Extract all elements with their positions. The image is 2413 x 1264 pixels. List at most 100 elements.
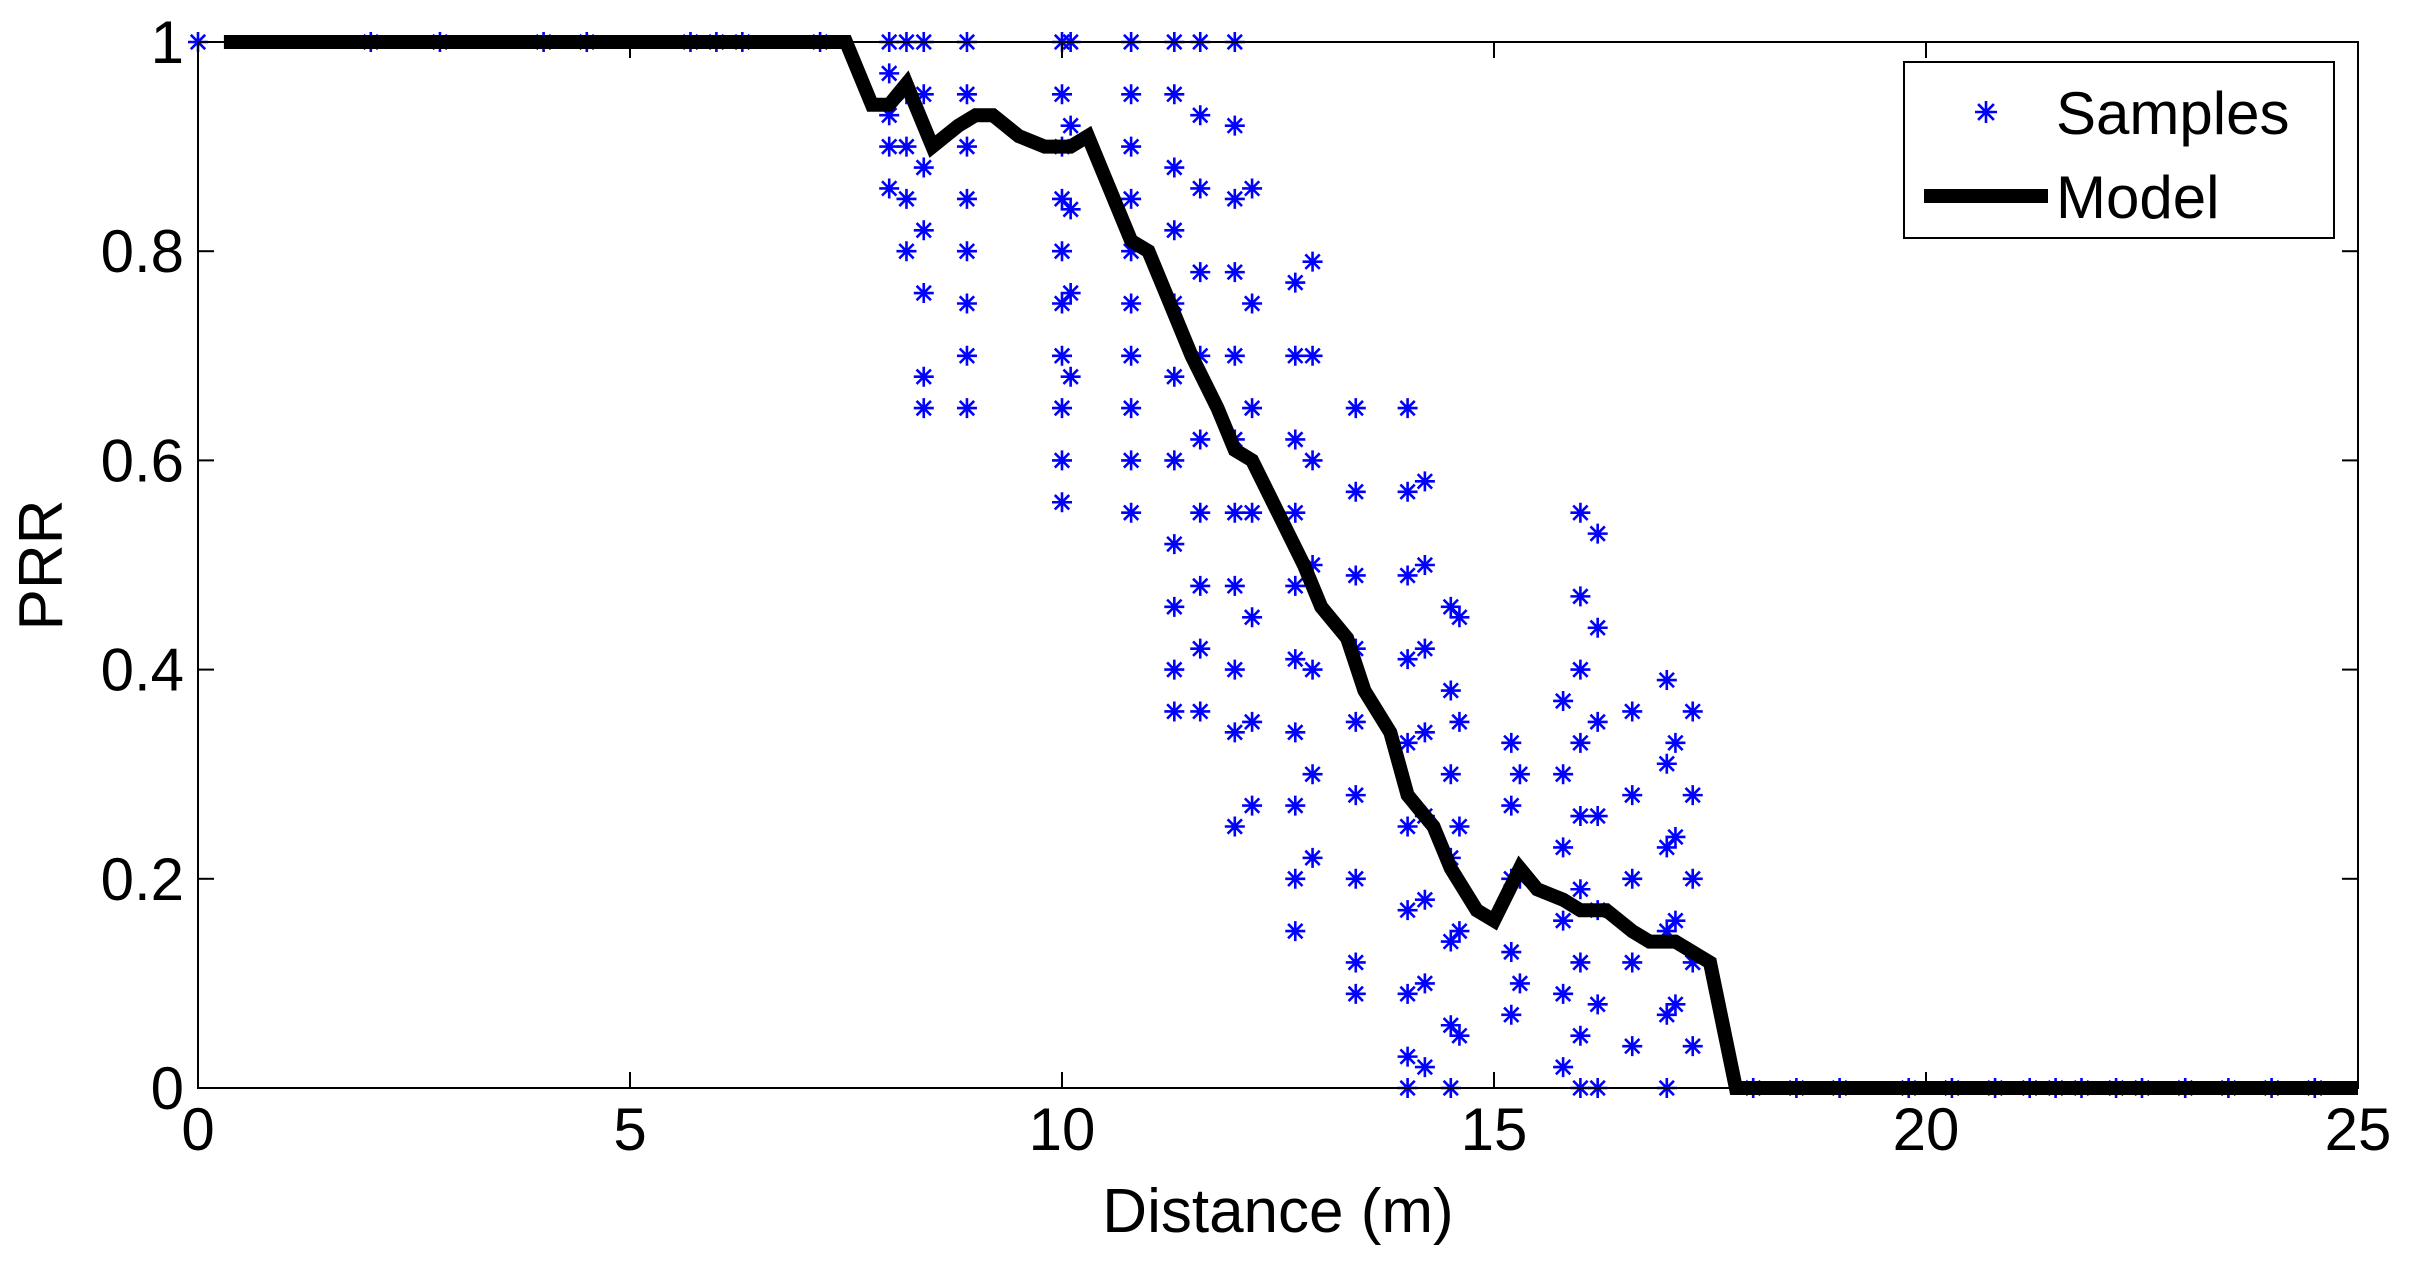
sample-point: [1121, 450, 1142, 471]
sample-point: [956, 241, 977, 262]
sample-point: [1302, 555, 1323, 575]
sample-point: [1224, 502, 1245, 523]
x-tick-label: 5: [613, 1096, 646, 1163]
sample-point: [1285, 345, 1306, 366]
sample-point: [1345, 711, 1366, 732]
sample-point: [1449, 1025, 1470, 1046]
sample-point: [896, 136, 917, 157]
sample-point: [1242, 178, 1263, 199]
y-tick-label: 0.4: [101, 637, 184, 704]
sample-point: [1397, 1046, 1418, 1067]
sample-point: [1414, 1057, 1435, 1078]
x-axis-title: Distance (m): [1102, 1177, 1453, 1246]
sample-point: [1553, 910, 1574, 931]
sample-point: [1285, 429, 1306, 450]
sample-point: [1553, 764, 1574, 785]
sample-point: [1509, 973, 1530, 994]
sample-point: [1052, 241, 1072, 262]
sample-point: [1587, 806, 1608, 827]
sample-point: [1242, 711, 1263, 732]
sample-point: [1242, 398, 1263, 419]
sample-point: [1656, 1004, 1677, 1025]
sample-point: [1397, 983, 1418, 1004]
sample-point: [1553, 983, 1574, 1004]
sample-point: [1656, 921, 1677, 942]
sample-point: [879, 63, 900, 84]
x-tick-label: 0: [181, 1096, 214, 1163]
sample-point: [1665, 994, 1686, 1015]
sample-point: [1121, 188, 1142, 209]
sample-point: [1570, 586, 1591, 607]
sample-point: [1397, 649, 1418, 670]
legend-label-samples: Samples: [2056, 80, 2289, 147]
sample-point: [1052, 84, 1072, 105]
sample-point: [1121, 398, 1142, 419]
sample-point: [1414, 471, 1435, 492]
y-axis-title: PRR: [7, 500, 76, 631]
sample-point: [1164, 534, 1185, 555]
sample-point: [1397, 565, 1418, 586]
sample-point: [1414, 555, 1435, 575]
sample-point: [1164, 596, 1185, 617]
sample-point: [1052, 345, 1072, 366]
sample-point: [1440, 1015, 1461, 1036]
sample-point: [1570, 806, 1591, 827]
sample-point: [1397, 398, 1418, 419]
sample-point: [1345, 868, 1366, 889]
x-tick-label: 20: [1893, 1096, 1960, 1163]
sample-point: [1224, 722, 1245, 743]
sample-point: [1570, 732, 1591, 753]
sample-point: [1121, 502, 1142, 523]
sample-point: [1345, 983, 1366, 1004]
sample-point: [1164, 366, 1185, 387]
sample-point: [1224, 115, 1245, 136]
x-tick-label: 15: [1461, 1096, 1528, 1163]
sample-point: [1052, 398, 1072, 419]
y-tick-label: 1: [151, 9, 184, 76]
sample-point: [1302, 847, 1323, 868]
sample-point: [1656, 753, 1677, 774]
sample-point: [956, 136, 977, 157]
sample-point: [1121, 241, 1142, 262]
sample-point: [1345, 952, 1366, 973]
plot-area-frame: [197, 41, 2359, 1089]
sample-point: [1285, 649, 1306, 670]
sample-point: [1164, 220, 1185, 241]
sample-point: [879, 178, 900, 199]
sample-point: [1302, 345, 1323, 366]
sample-point: [1285, 868, 1306, 889]
sample-point: [913, 398, 934, 419]
sample-point: [1553, 690, 1574, 711]
sample-point: [896, 241, 917, 262]
sample-point: [1414, 638, 1435, 659]
sample-point: [1285, 502, 1306, 523]
sample-point: [1052, 450, 1072, 471]
legend-samples-asterisk: [1975, 101, 1997, 123]
sample-point: [879, 105, 900, 126]
sample-point: [1682, 785, 1703, 806]
sample-point: [1285, 795, 1306, 816]
sample-point: [1622, 868, 1643, 889]
sample-point: [1121, 84, 1142, 105]
sample-point: [1242, 293, 1263, 314]
legend-box: [1903, 61, 2335, 239]
sample-point: [1570, 502, 1591, 523]
sample-point: [1285, 272, 1306, 293]
sample-point: [1501, 732, 1522, 753]
sample-point: [1190, 701, 1211, 722]
sample-point: [913, 283, 934, 304]
sample-point: [1682, 868, 1703, 889]
sample-point: [1414, 722, 1435, 743]
sample-point: [1440, 596, 1461, 617]
y-tick-label: 0.8: [101, 218, 184, 285]
sample-point: [1285, 722, 1306, 743]
sample-point: [1682, 1036, 1703, 1057]
sample-point: [1665, 910, 1686, 931]
sample-point: [1449, 711, 1470, 732]
sample-point: [1190, 575, 1211, 596]
sample-point: [1587, 711, 1608, 732]
sample-point: [1302, 251, 1323, 272]
sample-point: [1164, 659, 1185, 680]
x-tick-label: 10: [1029, 1096, 1096, 1163]
sample-point: [1242, 795, 1263, 816]
